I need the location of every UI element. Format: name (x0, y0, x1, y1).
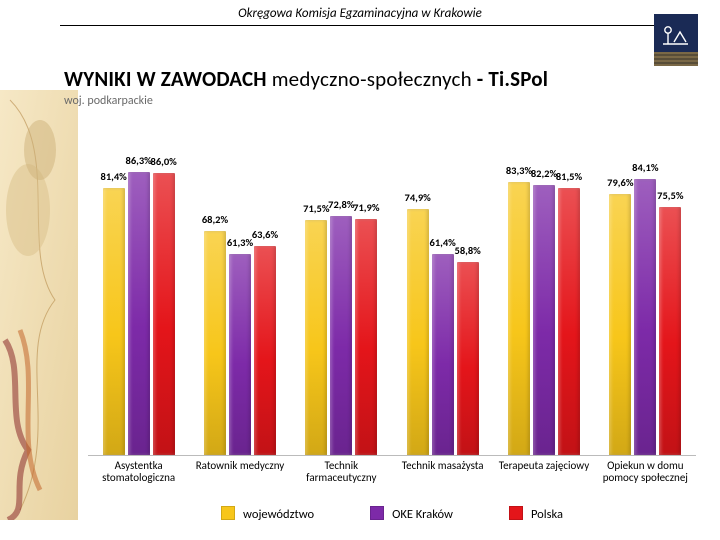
logo-glyph-icon (660, 22, 692, 46)
bar: 74,9% (407, 209, 429, 455)
legend-swatch-icon (509, 506, 523, 520)
bar: 83,3% (508, 182, 530, 455)
category-axis-label: Ratownik medyczny (189, 460, 290, 472)
bar-value-label: 68,2% (202, 213, 228, 226)
bar-value-label: 63,6% (252, 228, 278, 241)
bar: 61,4% (432, 254, 454, 455)
title-block: WYNIKI W ZAWODACH medyczno-społecznych -… (64, 66, 548, 108)
bar-value-label: 61,4% (429, 236, 455, 249)
category-axis-label: Opiekun w domu pomocy społecznej (595, 460, 696, 483)
bar-value-label: 86,0% (150, 155, 176, 168)
legend-item: województwo (221, 506, 314, 522)
bar-value-label: 86,3% (125, 154, 151, 167)
bar-value-label: 74,9% (404, 191, 430, 204)
legend-swatch-icon (370, 506, 384, 520)
decorative-side-art (0, 90, 78, 520)
subtitle: woj. podkarpackie (64, 94, 548, 108)
bar: 63,6% (254, 246, 276, 455)
bar: 79,6% (609, 194, 631, 455)
bar-value-label: 71,5% (303, 202, 329, 215)
bar-value-label: 72,8% (328, 198, 354, 211)
page-header: Okręgowa Komisja Egzaminacyjna w Krakowi… (60, 6, 660, 26)
category-axis-label: Terapeuta zajęciowy (493, 460, 594, 472)
bar-chart: 81,4%86,3%86,0%68,2%61,3%63,6%71,5%72,8%… (88, 128, 696, 456)
bar-value-label: 82,2% (531, 167, 557, 180)
bar-value-label: 81,4% (100, 170, 126, 183)
bar-value-label: 79,6% (607, 176, 633, 189)
bar: 61,3% (229, 254, 251, 455)
bar-value-label: 58,8% (454, 244, 480, 257)
category-axis-label: Technik masażysta (392, 460, 493, 472)
bar: 71,5% (305, 220, 327, 455)
page: Okręgowa Komisja Egzaminacyjna w Krakowi… (0, 0, 720, 540)
bar-value-label: 61,3% (227, 236, 253, 249)
title-light: medyczno-społecznych (267, 66, 472, 92)
title-suffix: - Ti.SPol (472, 66, 548, 92)
bar-value-label: 84,1% (632, 161, 658, 174)
bar-value-label: 75,5% (657, 189, 683, 202)
bar: 81,5% (558, 188, 580, 455)
bar: 72,8% (330, 216, 352, 455)
title-strong: WYNIKI W ZAWODACH (64, 66, 267, 92)
legend-label: OKE Kraków (392, 507, 453, 522)
bar: 81,4% (103, 188, 125, 455)
category-axis-label: Technik farmaceutyczny (291, 460, 392, 483)
bar: 71,9% (355, 219, 377, 455)
bar: 86,3% (128, 172, 150, 455)
bar: 68,2% (204, 231, 226, 455)
bar-value-label: 81,5% (556, 170, 582, 183)
bar-value-label: 83,3% (506, 164, 532, 177)
legend: województwo OKE Kraków Polska (88, 502, 696, 526)
bar: 84,1% (634, 179, 656, 455)
header-text: Okręgowa Komisja Egzaminacyjna w Krakowi… (238, 6, 482, 21)
bar: 58,8% (457, 262, 479, 455)
legend-swatch-icon (221, 506, 235, 520)
logo-oke (654, 14, 698, 66)
legend-label: województwo (243, 507, 314, 522)
bar: 82,2% (533, 185, 555, 455)
bar-value-label: 71,9% (353, 201, 379, 214)
bar: 75,5% (659, 207, 681, 455)
chart-plot-area: 81,4%86,3%86,0%68,2%61,3%63,6%71,5%72,8%… (88, 128, 696, 456)
bar: 86,0% (153, 173, 175, 455)
legend-label: Polska (531, 507, 563, 522)
page-title: WYNIKI W ZAWODACH medyczno-społecznych -… (64, 66, 548, 92)
legend-item: Polska (509, 506, 563, 522)
legend-item: OKE Kraków (370, 506, 453, 522)
category-axis-label: Asystentka stomatologiczna (88, 460, 189, 483)
